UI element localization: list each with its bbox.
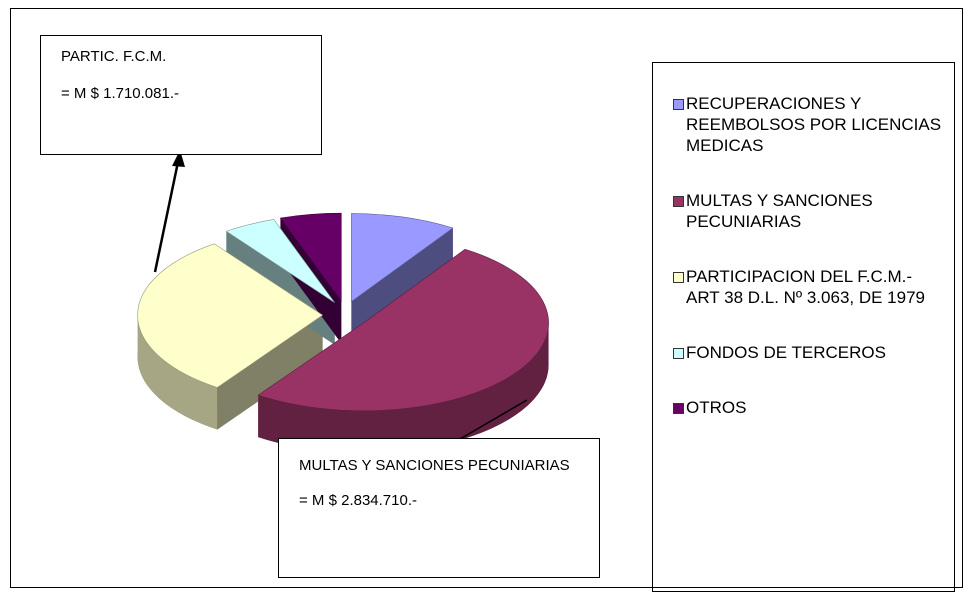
legend-item: OTROS xyxy=(673,397,944,418)
callout-title: MULTAS Y SANCIONES PECUNIARIAS xyxy=(299,457,570,474)
legend-label: RECUPERACIONES Y REEMBOLSOS POR LICENCIA… xyxy=(686,94,942,155)
legend-swatch xyxy=(673,99,684,110)
legend-swatch xyxy=(673,196,684,207)
slice xyxy=(257,248,549,412)
legend-label: OTROS xyxy=(686,398,747,417)
slice xyxy=(225,219,335,303)
slice xyxy=(351,213,454,303)
legend-swatch xyxy=(673,403,684,414)
slice xyxy=(279,212,342,303)
pie xyxy=(137,212,549,453)
slice-side xyxy=(137,315,218,430)
legend-item: PARTICIPACION DEL F.C.M.-ART 38 D.L. Nº … xyxy=(673,266,944,308)
legend-item: RECUPERACIONES Y REEMBOLSOS POR LICENCIA… xyxy=(673,93,944,156)
slice-wall xyxy=(217,315,323,430)
arrow-head xyxy=(172,150,185,167)
legend-label: PARTICIPACION DEL F.C.M.-ART 38 D.L. Nº … xyxy=(686,267,925,307)
callout-text: = M $ 2.834.710.- xyxy=(299,492,417,509)
callout-title: PARTIC. F.C.M. xyxy=(61,48,167,65)
slice-side xyxy=(258,322,549,453)
slice xyxy=(137,243,324,388)
callout-line xyxy=(459,399,528,440)
legend-label: FONDOS DE TERCEROS xyxy=(686,343,886,362)
callout-text: = M $ 1.710.081.- xyxy=(61,85,179,102)
callout-arrow xyxy=(153,161,180,273)
legend-item: MULTAS Y SANCIONES PECUNIARIAS xyxy=(673,190,944,232)
callout-box: MULTAS Y SANCIONES PECUNIARIAS = M $ 2.8… xyxy=(278,438,600,578)
legend-item: FONDOS DE TERCEROS xyxy=(673,342,944,363)
legend-swatch xyxy=(673,348,684,359)
legend: RECUPERACIONES Y REEMBOLSOS POR LICENCIA… xyxy=(652,62,955,592)
legend-label: MULTAS Y SANCIONES PECUNIARIAS xyxy=(686,191,873,231)
legend-swatch xyxy=(673,272,684,283)
callout-box: PARTIC. F.C.M. = M $ 1.710.081.- xyxy=(40,35,322,155)
